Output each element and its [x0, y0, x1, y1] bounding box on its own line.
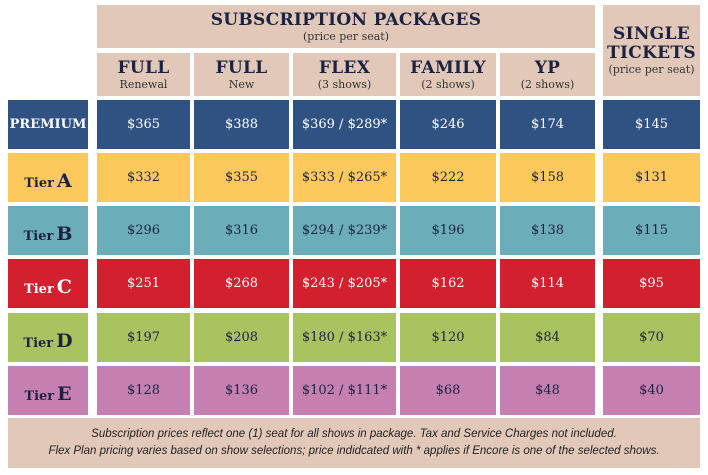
single-title-line1: SINGLE [613, 24, 690, 44]
price-cell: $70 [603, 313, 700, 362]
tier-letter: B [56, 222, 73, 245]
price-cell: $197 [97, 313, 190, 362]
price-cell: $246 [400, 100, 496, 149]
column-sub: (2 shows) [520, 77, 575, 91]
price-cell: $48 [500, 366, 595, 415]
price-cell: $268 [194, 259, 289, 308]
price-cell: $365 [97, 100, 190, 149]
price-cell: $95 [603, 259, 700, 308]
tier-prefix: Tier [24, 281, 54, 297]
price-cell: $332 [97, 153, 190, 202]
price-cell: $162 [400, 259, 496, 308]
price-cell: $180 / $163* [293, 313, 396, 362]
price-cell: $294 / $239* [293, 206, 396, 255]
price-cell: $369 / $289* [293, 100, 396, 149]
price-cell: $84 [500, 313, 595, 362]
price-cell: $145 [603, 100, 700, 149]
tier-prefix: Tier [24, 388, 55, 404]
price-cell: $131 [603, 153, 700, 202]
column-header: FULL Renewal [97, 53, 190, 96]
column-header: YP (2 shows) [500, 53, 595, 96]
column-title: FLEX [318, 57, 371, 78]
column-title: FULL [215, 57, 268, 78]
column-header: FULL New [194, 53, 289, 96]
column-title: YP [534, 57, 561, 78]
price-cell: $208 [194, 313, 289, 362]
tier-letter: E [57, 382, 72, 405]
tier-letter: A [56, 169, 72, 192]
price-cell: $128 [97, 366, 190, 415]
price-cell: $114 [500, 259, 595, 308]
footer-line-2: Flex Plan pricing varies based on show s… [48, 445, 660, 457]
price-cell: $243 / $205* [293, 259, 396, 308]
column-sub: Renewal [119, 77, 168, 91]
price-cell: $333 / $265* [293, 153, 396, 202]
price-cell: $251 [97, 259, 190, 308]
subscription-title: SUBSCRIPTION PACKAGES [210, 9, 482, 30]
tier-prefix: Tier [23, 335, 54, 351]
column-title: FAMILY [410, 57, 486, 78]
row-label: Tier C [8, 259, 88, 308]
column-header: FAMILY (2 shows) [400, 53, 496, 96]
tier-prefix: Tier [23, 228, 54, 244]
price-cell: $138 [500, 206, 595, 255]
footer-notes: Subscription prices reflect one (1) seat… [8, 418, 700, 468]
price-cell: $136 [194, 366, 289, 415]
tier-prefix: Tier [24, 175, 54, 191]
row-label: Tier D [8, 313, 88, 362]
price-cell: $120 [400, 313, 496, 362]
price-cell: $196 [400, 206, 496, 255]
price-cell: $222 [400, 153, 496, 202]
column-title: FULL [117, 57, 170, 78]
subscription-packages-header: SUBSCRIPTION PACKAGES (price per seat) [97, 5, 595, 48]
tier-letter: D [56, 329, 73, 352]
row-label: Tier E [8, 366, 88, 415]
footer-line-1: Subscription prices reflect one (1) seat… [91, 428, 617, 440]
subscription-subtitle: (price per seat) [302, 29, 389, 43]
row-label: Tier B [8, 206, 88, 255]
price-cell: $158 [500, 153, 595, 202]
single-tickets-header: SINGLE TICKETS (price per seat) [603, 5, 700, 96]
column-header: FLEX (3 shows) [293, 53, 396, 96]
single-title-line2: TICKETS [607, 43, 696, 63]
price-cell: $388 [194, 100, 289, 149]
price-cell: $115 [603, 206, 700, 255]
row-label: PREMIUM [8, 100, 88, 149]
row-label: Tier A [8, 153, 88, 202]
price-cell: $316 [194, 206, 289, 255]
column-sub: (3 shows) [317, 77, 372, 91]
tier-letter: C [56, 275, 72, 298]
price-cell: $355 [194, 153, 289, 202]
column-sub: (2 shows) [421, 77, 475, 91]
price-cell: $102 / $111* [293, 366, 396, 415]
column-sub: New [228, 77, 255, 91]
single-subtitle: (price per seat) [608, 63, 695, 76]
price-cell: $174 [500, 100, 595, 149]
price-cell: $296 [97, 206, 190, 255]
price-cell: $40 [603, 366, 700, 415]
price-cell: $68 [400, 366, 496, 415]
